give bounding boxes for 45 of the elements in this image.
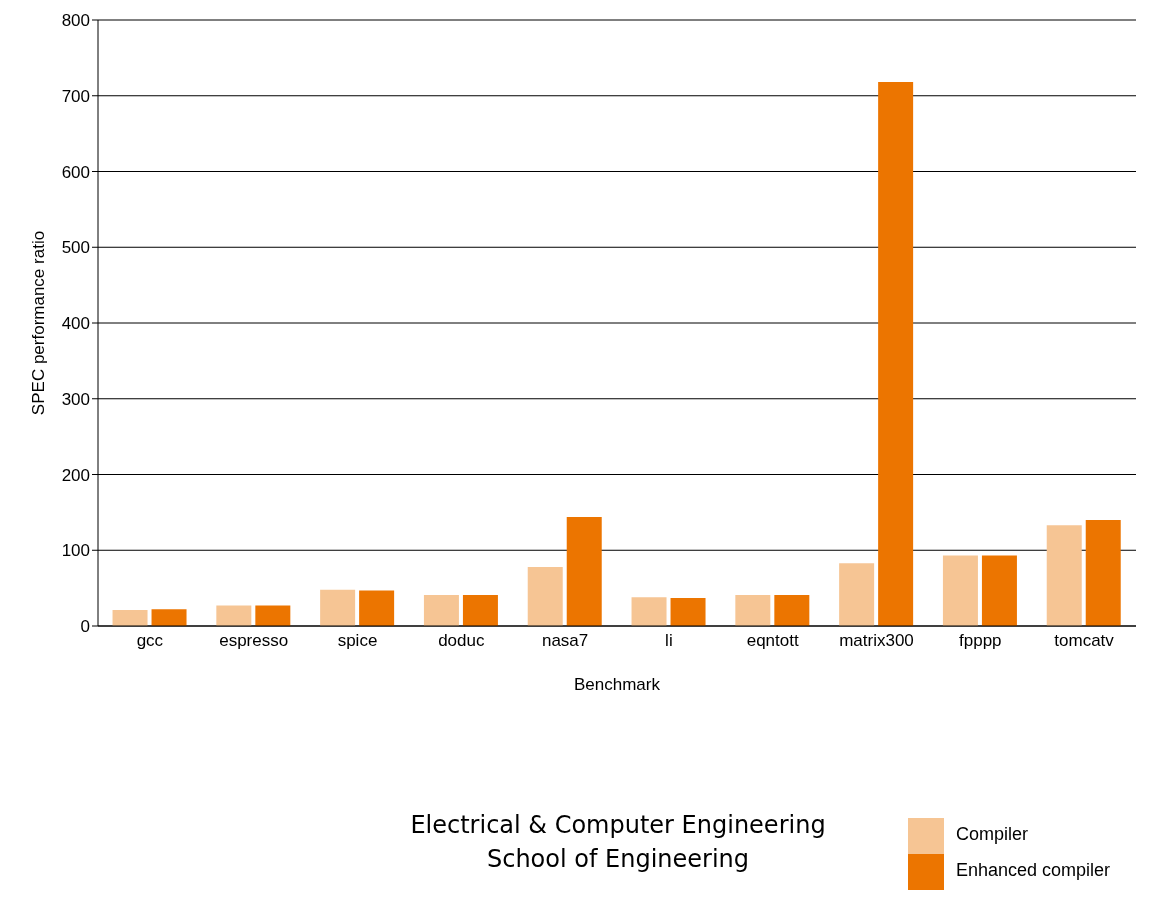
bar — [112, 610, 148, 626]
y-tick-label: 400 — [61, 314, 90, 334]
bar — [1085, 519, 1121, 626]
y-tick-label: 600 — [61, 162, 90, 182]
bar — [462, 594, 498, 626]
bar — [735, 594, 771, 626]
x-tick-label: matrix300 — [839, 631, 914, 651]
y-tick-label: 200 — [61, 465, 90, 485]
bar — [566, 516, 602, 626]
y-tick-label: 800 — [61, 11, 90, 31]
x-tick-label: nasa7 — [541, 631, 589, 651]
y-tick-label: 100 — [61, 541, 90, 561]
x-tick-label: gcc — [136, 631, 164, 651]
x-axis-title: Benchmark — [574, 675, 661, 694]
bar — [942, 555, 978, 626]
x-tick-label: tomcatv — [1054, 631, 1115, 651]
x-tick-label: spice — [337, 631, 378, 651]
x-tick-label: fpppp — [959, 631, 1002, 651]
bar — [151, 609, 187, 626]
text: School of Engineering — [485, 844, 751, 875]
bar — [1046, 525, 1082, 626]
x-tick-label: eqntott — [746, 631, 799, 651]
legend-label: Compiler — [956, 824, 1029, 845]
x-tick-label: li — [665, 631, 673, 651]
bar — [878, 82, 914, 626]
legend-label: Enhanced compiler — [956, 860, 1111, 881]
bar — [839, 563, 875, 626]
x-tick-label: espresso — [219, 631, 289, 651]
bar — [774, 594, 810, 626]
y-tick-label: 500 — [61, 238, 90, 258]
bar — [527, 566, 563, 626]
y-tick-label: 0 — [80, 617, 90, 637]
bar — [216, 605, 252, 626]
bar — [255, 605, 291, 626]
bar — [359, 590, 395, 626]
bar — [631, 597, 667, 626]
bar — [670, 597, 706, 626]
bar — [423, 594, 459, 626]
bar — [320, 589, 356, 626]
y-tick-label: 700 — [61, 86, 90, 106]
y-tick-label: 300 — [61, 389, 90, 409]
text: Electrical & Computer Engineering — [409, 810, 827, 841]
x-tick-label: doduc — [438, 631, 485, 651]
y-axis-title: SPEC performance ratio — [29, 230, 49, 416]
bar — [981, 555, 1017, 626]
